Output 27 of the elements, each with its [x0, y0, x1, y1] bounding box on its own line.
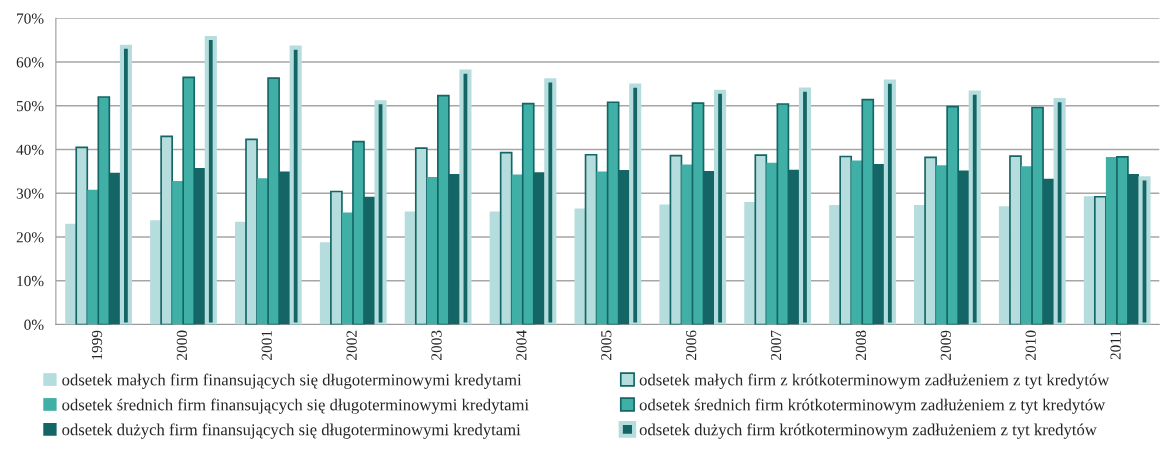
legend-label: odsetek średnich firm finansujących się długoterminowymi kredytami: [62, 398, 529, 414]
x-tick-label: 2009: [940, 330, 951, 360]
y-tick-label: 20%: [16, 232, 44, 243]
x-tick-label: 2007: [770, 330, 782, 360]
legend-label: odsetek dużych firm finansujących się długoterminowymi kredytami: [62, 423, 521, 439]
x-tick-label: 2001: [261, 330, 272, 360]
y-tick-label: 30%: [16, 188, 44, 199]
y-tick-label: 10%: [17, 275, 44, 287]
y-tick-label: 70%: [17, 13, 44, 24]
y-tick-label: 40%: [16, 144, 44, 156]
x-tick-label: 2011: [1110, 330, 1121, 360]
x-tick-label: 2010: [1025, 330, 1036, 360]
legend-label: odsetek dużych firm krótkoterminowym zadłużeniem z tyt kredytów: [639, 423, 1097, 439]
x-tick-label: 2006: [686, 330, 697, 360]
x-tick-label: 2000: [176, 330, 188, 360]
y-tick-label: 0%: [24, 319, 44, 330]
legend-label: odsetek małych firm finansujących się długoterminowymi kredytami: [62, 373, 522, 389]
y-tick-label: 60%: [16, 57, 44, 68]
x-tick-label: 2003: [431, 330, 442, 360]
x-tick-label: 2002: [346, 330, 357, 360]
y-tick-label: 50%: [16, 100, 44, 112]
legend-label: odsetek średnich firm krótkoterminowym zadłużeniem z tyt kredytów: [639, 398, 1106, 414]
x-tick-label: 2008: [855, 330, 867, 360]
legend-label: odsetek małych firm z krótkoterminowym zadłużeniem z tyt kredytów: [639, 373, 1110, 389]
x-tick-label: 1999: [91, 330, 103, 360]
x-tick-label: 2005: [601, 330, 612, 360]
x-tick-label: 2004: [516, 330, 527, 360]
